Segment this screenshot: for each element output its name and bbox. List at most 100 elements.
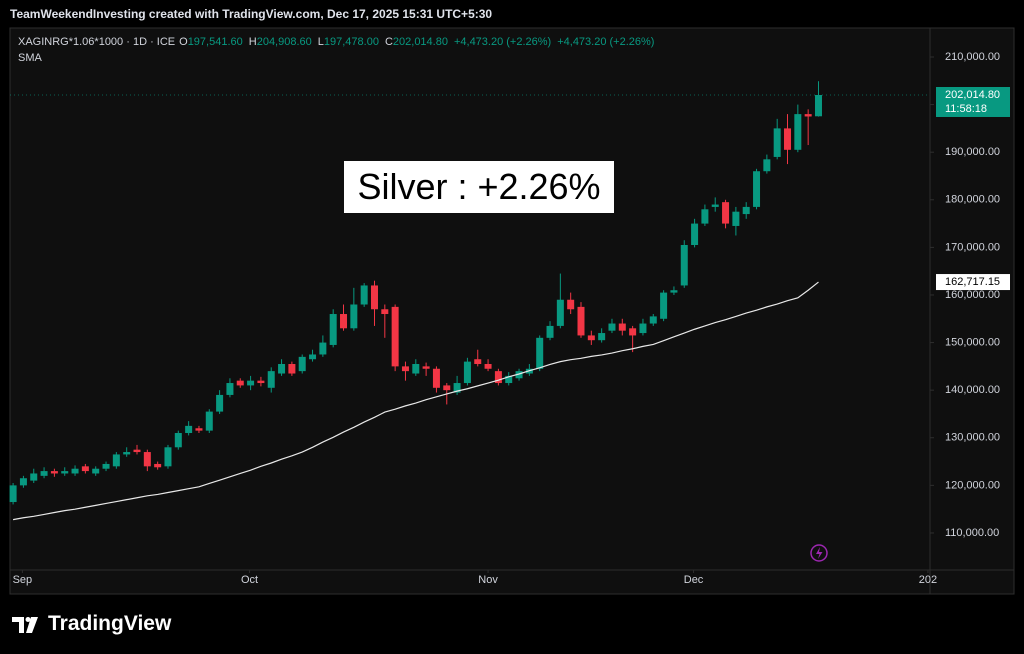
candle-body xyxy=(236,380,244,386)
sma-price-label: 162,717.15 xyxy=(945,276,1000,288)
candle-body xyxy=(102,463,110,469)
candle-body xyxy=(814,94,822,117)
candle-body xyxy=(112,454,120,467)
candle-body xyxy=(123,452,131,455)
candle-body xyxy=(340,314,348,329)
candle-body xyxy=(350,304,358,329)
candle-body xyxy=(61,471,69,474)
candle-body xyxy=(680,244,688,286)
candle-body xyxy=(329,314,337,345)
candle-body xyxy=(660,292,668,319)
sma-line xyxy=(12,281,819,521)
y-tick-label: 140,000.00 xyxy=(945,384,1000,396)
candle-body xyxy=(618,323,626,331)
candle-body xyxy=(773,128,781,157)
candle-body xyxy=(804,114,812,117)
candle-body xyxy=(319,342,327,355)
sma-label: SMA xyxy=(18,52,42,64)
y-tick-label: 180,000.00 xyxy=(945,194,1000,206)
candle-body xyxy=(309,354,317,360)
candle-body xyxy=(298,356,306,372)
candles xyxy=(9,81,822,505)
x-tick-label: Nov xyxy=(478,574,498,586)
candle-body xyxy=(40,471,48,476)
candle-body xyxy=(391,306,399,367)
legend-text: +4,473.20 (+2.26%) xyxy=(557,36,655,48)
countdown-label: 11:58:18 xyxy=(945,103,987,115)
ohlc-legend: XAGINRG*1.06*1000 · 1D · ICE O197,541.60 H… xyxy=(18,36,654,48)
candle-body xyxy=(432,368,440,388)
last-price-label: 202,014.80 xyxy=(945,89,1000,101)
candle-body xyxy=(505,375,513,384)
y-tick-label: 160,000.00 xyxy=(945,289,1000,301)
candle-body xyxy=(30,473,38,481)
x-tick-label: Sep xyxy=(13,574,33,586)
y-tick-label: 120,000.00 xyxy=(945,479,1000,491)
candle-body xyxy=(474,359,482,364)
candle-body xyxy=(185,425,193,434)
candle-body xyxy=(587,335,595,341)
candle-body xyxy=(267,371,275,388)
candle-body xyxy=(71,468,79,474)
candle-body xyxy=(257,380,265,384)
legend-text: 197,478.00 xyxy=(323,36,379,48)
legend-text: +4,473.20 (+2.26%) xyxy=(453,36,552,48)
candle-body xyxy=(691,223,699,245)
legend-text: C xyxy=(384,36,393,48)
y-tick-label: 210,000.00 xyxy=(945,51,1000,63)
candle-body xyxy=(598,333,606,341)
candle-body xyxy=(205,411,213,431)
last-price-tag xyxy=(936,86,1010,117)
candle-body xyxy=(515,371,523,379)
candle-body xyxy=(19,478,27,486)
tv-logo-mark xyxy=(12,617,38,633)
candle-body xyxy=(701,209,709,224)
legend-text: 197,541.60 xyxy=(187,36,243,48)
alert-icon[interactable] xyxy=(810,544,828,562)
ohlc-item: H204,908.60 xyxy=(249,36,312,48)
candle-body xyxy=(143,452,151,467)
legend-text: O xyxy=(179,36,188,48)
candle-body xyxy=(608,323,616,331)
ohlc-item: L197,478.00 xyxy=(318,36,379,48)
x-tick-label: Oct xyxy=(241,574,258,586)
candle-body xyxy=(711,204,719,207)
candle-body xyxy=(50,471,58,474)
candle-body xyxy=(722,202,730,224)
legend-text: L xyxy=(317,36,324,48)
y-tick-label: 130,000.00 xyxy=(945,432,1000,444)
y-tick-label: 150,000.00 xyxy=(945,336,1000,348)
candle-body xyxy=(732,211,740,226)
candle-body xyxy=(763,159,771,172)
annotation: Silver : +2.26% xyxy=(344,161,614,213)
candle-body xyxy=(154,463,162,468)
candle-body xyxy=(247,380,255,386)
candle-body xyxy=(401,366,409,372)
candle-body xyxy=(174,433,182,448)
candle-body xyxy=(164,447,172,467)
candle-body xyxy=(629,328,637,336)
y-tick-label: 190,000.00 xyxy=(945,146,1000,158)
sma-price-tag xyxy=(936,274,1010,291)
candle-body xyxy=(484,363,492,369)
candle-body xyxy=(453,383,461,393)
candle-body xyxy=(463,361,471,384)
candle-body xyxy=(556,299,564,326)
candle-body xyxy=(195,428,203,431)
brand: TradingView xyxy=(48,612,172,635)
candle-body xyxy=(649,316,657,324)
candle-body xyxy=(753,171,761,207)
candle-body xyxy=(639,323,647,334)
y-tick-label: 170,000.00 xyxy=(945,241,1000,253)
y-tick-label: 110,000.00 xyxy=(945,527,999,539)
credit-line: TeamWeekendInvesting created with Tradin… xyxy=(10,7,493,21)
candle-body xyxy=(381,309,389,315)
chart-panel xyxy=(9,27,1015,595)
legend-text: H xyxy=(248,36,257,48)
candle-body xyxy=(360,285,368,305)
candle-body xyxy=(278,363,286,374)
candle-body xyxy=(9,485,17,503)
alert-bolt xyxy=(816,547,823,559)
